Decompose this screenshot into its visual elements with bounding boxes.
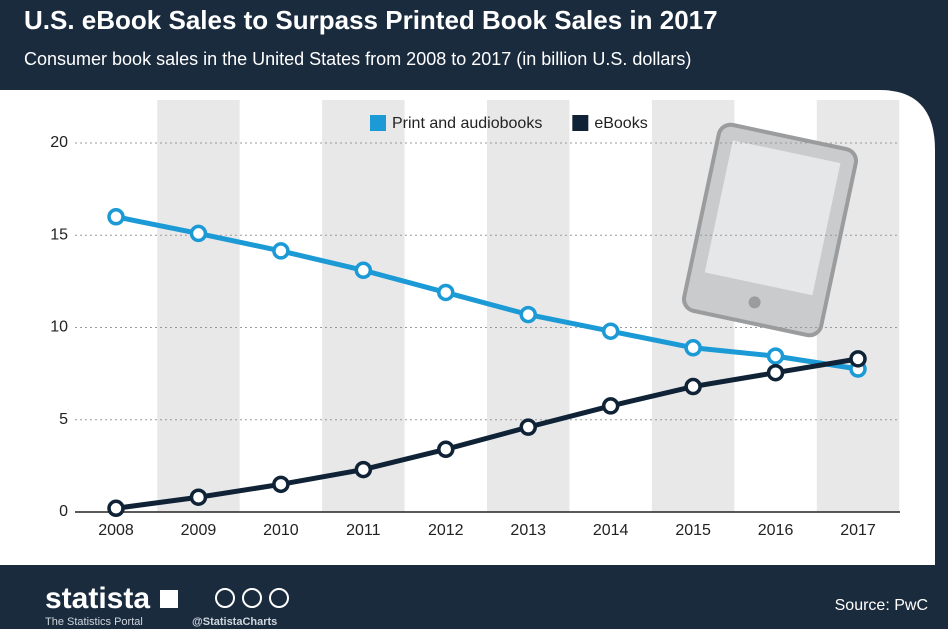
tablet-button bbox=[748, 296, 761, 309]
data-point bbox=[766, 363, 785, 382]
chart-title: U.S. eBook Sales to Surpass Printed Book… bbox=[24, 5, 718, 35]
license-icons bbox=[215, 588, 289, 608]
brand: statista bbox=[45, 582, 150, 615]
data-point bbox=[107, 208, 125, 226]
tablet-screen bbox=[704, 140, 841, 296]
data-point bbox=[354, 261, 373, 280]
plot: 0 5 10 15 20 2008 2009 2010 2011 2012 2013 2014 2015… bbox=[50, 115, 900, 539]
data-point bbox=[437, 440, 455, 459]
data-point bbox=[189, 488, 208, 506]
series-line bbox=[115, 356, 859, 511]
chart-subtitle: Consumer book sales in the United States… bbox=[24, 49, 691, 69]
data-point bbox=[519, 305, 537, 324]
source: Source: PwC bbox=[835, 597, 928, 614]
tagline: The Statistics Portal bbox=[45, 616, 143, 628]
data-point bbox=[601, 397, 620, 415]
icon-cc bbox=[215, 588, 235, 608]
data-point bbox=[684, 377, 702, 396]
y-tick-label: 10 bbox=[50, 319, 68, 336]
y-tick-label: 20 bbox=[50, 134, 68, 151]
x-tick-label: 2009 bbox=[181, 522, 217, 539]
icon-by bbox=[242, 588, 262, 608]
data-point bbox=[272, 242, 290, 260]
legend-label: eBooks bbox=[594, 115, 647, 132]
data-point bbox=[684, 339, 702, 357]
x-tick-label: 2014 bbox=[593, 522, 629, 539]
data-point bbox=[519, 418, 537, 436]
x-tick-label: 2012 bbox=[428, 522, 464, 539]
y-tick-label: 5 bbox=[59, 411, 68, 428]
y-tick-label: 0 bbox=[59, 503, 68, 520]
legend-swatch bbox=[572, 115, 589, 131]
icon-nd bbox=[269, 588, 289, 608]
x-tick-label: 2016 bbox=[758, 522, 794, 539]
tablet-icon bbox=[682, 122, 858, 338]
data-point bbox=[766, 347, 785, 365]
handle: @StatistaCharts bbox=[192, 616, 277, 628]
x-tick-label: 2008 bbox=[98, 522, 134, 539]
column-band bbox=[157, 100, 240, 512]
y-tick-label: 15 bbox=[50, 226, 68, 243]
data-point bbox=[601, 322, 620, 340]
data-point bbox=[849, 350, 867, 368]
x-tick-label: 2010 bbox=[263, 522, 299, 539]
data-point bbox=[272, 475, 290, 494]
x-tick-label: 2011 bbox=[346, 522, 381, 539]
x-tick-label: 2013 bbox=[510, 522, 546, 539]
data-point bbox=[437, 283, 455, 302]
x-tick-label: 2017 bbox=[840, 522, 876, 539]
data-point bbox=[189, 224, 208, 243]
legend-swatch bbox=[370, 115, 386, 131]
series-line bbox=[115, 214, 859, 372]
data-point bbox=[354, 460, 373, 479]
legend-label: Print and audiobooks bbox=[392, 115, 542, 132]
column-band bbox=[322, 100, 405, 512]
x-tick-label: 2015 bbox=[675, 522, 711, 539]
data-point bbox=[107, 499, 125, 518]
brand-logo bbox=[160, 590, 178, 608]
